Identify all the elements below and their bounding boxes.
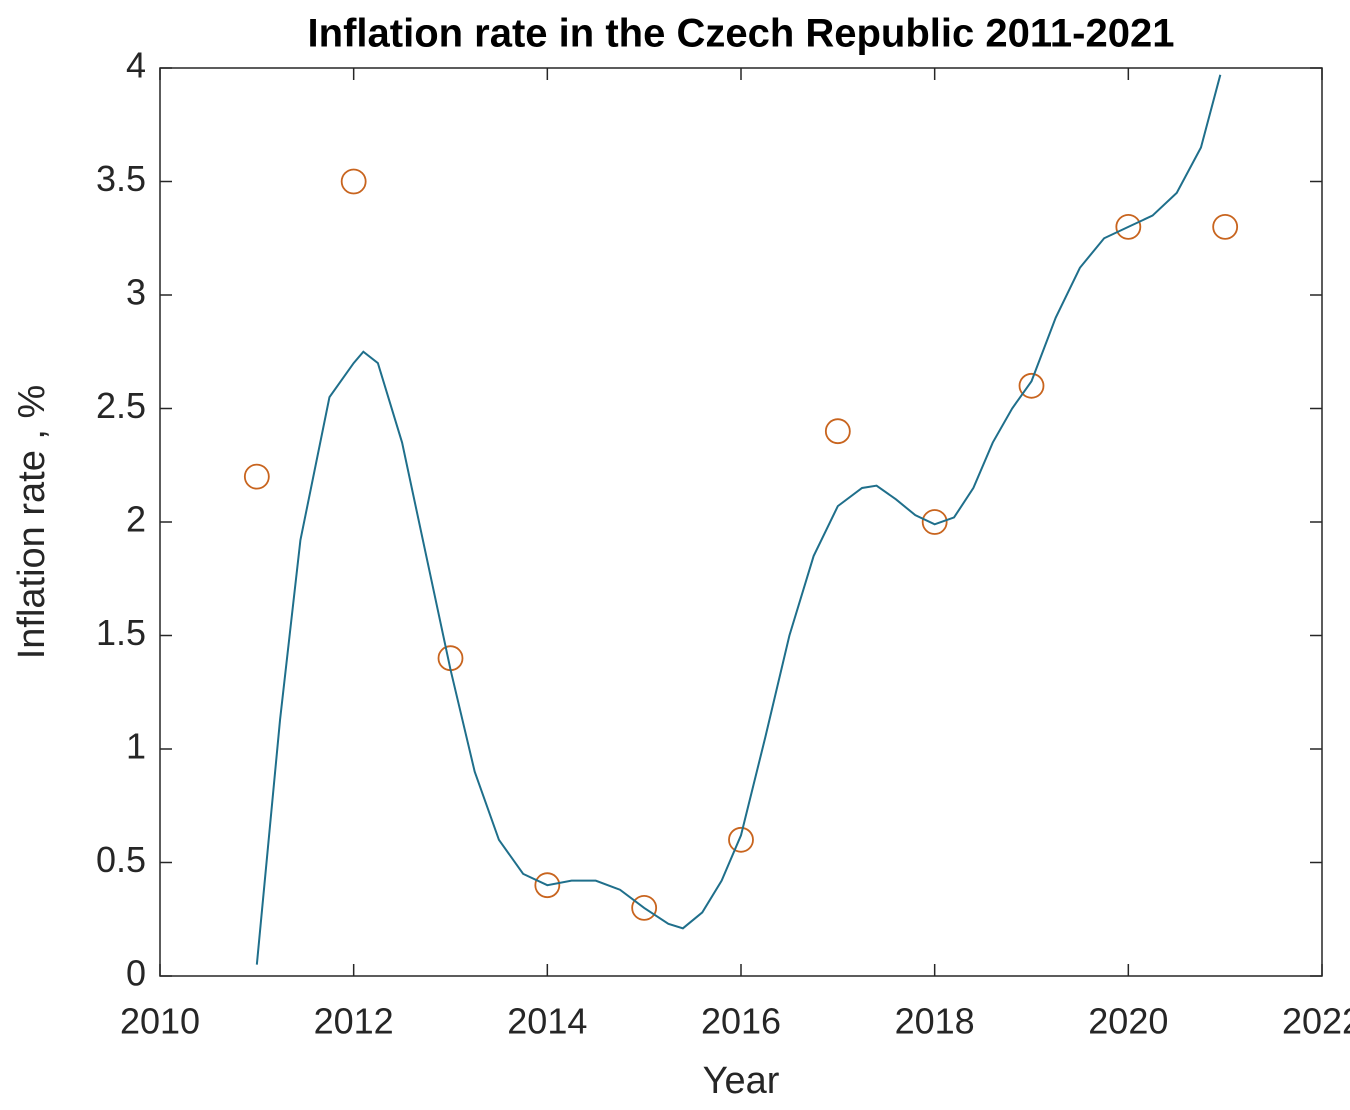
y-tick-label: 0.5 [96, 839, 146, 880]
data-point [1212, 213, 1239, 240]
data-point [1115, 213, 1142, 240]
fit-line [255, 74, 1222, 965]
x-tick-label: 2012 [314, 1001, 394, 1042]
data-point [728, 826, 754, 853]
y-tick-label: 2.5 [96, 385, 146, 426]
x-axis-label: Year [703, 1060, 780, 1102]
y-tick-label: 0 [126, 953, 146, 994]
x-tick-label: 2018 [895, 1001, 975, 1042]
x-tick-label: 2010 [120, 1001, 200, 1042]
y-tick-label: 4 [126, 45, 146, 86]
chart-title: Inflation rate in the Czech Republic 201… [308, 12, 1175, 56]
y-tick-label: 2 [126, 499, 146, 540]
data-point [340, 168, 367, 195]
data-point [921, 509, 948, 535]
x-tick-label: 2014 [507, 1001, 587, 1042]
y-tick-label: 1.5 [96, 612, 146, 653]
y-tick-label: 3.5 [96, 158, 146, 199]
y-tick-label: 3 [126, 272, 146, 313]
x-tick-label: 2016 [701, 1001, 781, 1042]
data-point [824, 418, 851, 445]
x-tick-label: 2022 [1282, 1001, 1350, 1042]
data-point [243, 463, 270, 490]
y-tick-label: 1 [126, 726, 146, 767]
x-tick-label: 2020 [1088, 1001, 1168, 1042]
plot-frame [159, 67, 1323, 977]
y-axis-label: Inflation rate , % [11, 385, 53, 660]
data-point [1018, 372, 1045, 399]
data-point [631, 895, 658, 921]
data-point [534, 872, 561, 899]
